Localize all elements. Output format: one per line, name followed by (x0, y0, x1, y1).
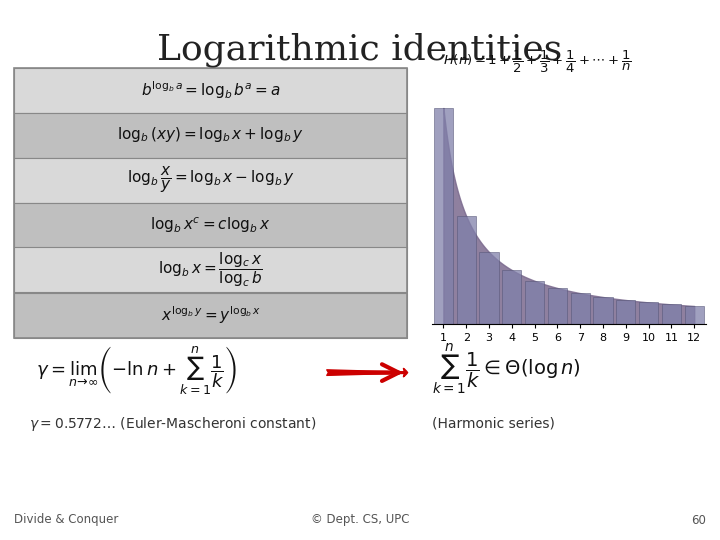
Bar (456, 216, 476, 324)
Text: (Harmonic series): (Harmonic series) (432, 417, 555, 431)
Bar (525, 281, 544, 324)
Text: $b^{\log_b a} = \log_b b^a = a$: $b^{\log_b a} = \log_b b^a = a$ (140, 79, 281, 101)
Bar (616, 300, 636, 324)
Text: $\log_b x = \dfrac{\log_c x}{\log_c b}$: $\log_b x = \dfrac{\log_c x}{\log_c b}$ (158, 251, 263, 289)
Text: Divide & Conquer: Divide & Conquer (14, 514, 119, 526)
Bar (502, 270, 521, 324)
Text: $\sum_{k=1}^{n}\dfrac{1}{k} \in \Theta(\log n)$: $\sum_{k=1}^{n}\dfrac{1}{k} \in \Theta(\… (432, 342, 581, 397)
Text: © Dept. CS, UPC: © Dept. CS, UPC (311, 514, 409, 526)
Bar (662, 305, 681, 324)
Bar (480, 252, 499, 324)
Text: $H(n) = 1 + \dfrac{1}{2} + \dfrac{1}{3} + \dfrac{1}{4} + \cdots + \dfrac{1}{n}$: $H(n) = 1 + \dfrac{1}{2} + \dfrac{1}{3} … (443, 49, 631, 75)
Text: Logarithmic identities: Logarithmic identities (158, 32, 562, 67)
Bar (548, 288, 567, 324)
Text: 60: 60 (690, 514, 706, 526)
Text: $\log_b x^c = c\log_b x$: $\log_b x^c = c\log_b x$ (150, 215, 271, 235)
Bar (433, 108, 453, 324)
Text: $x^{\log_b y} = y^{\log_b x}$: $x^{\log_b y} = y^{\log_b x}$ (161, 304, 261, 326)
Text: $\gamma = 0.5772 \ldots$ (Euler-Mascheroni constant): $\gamma = 0.5772 \ldots$ (Euler-Maschero… (29, 415, 316, 433)
Bar (639, 302, 658, 324)
Bar (570, 293, 590, 324)
Text: $\log_b \dfrac{x}{y} = \log_b x - \log_b y$: $\log_b \dfrac{x}{y} = \log_b x - \log_b… (127, 165, 294, 195)
Text: $\log_b(xy) = \log_b x + \log_b y$: $\log_b(xy) = \log_b x + \log_b y$ (117, 125, 304, 145)
Text: $\gamma = \lim_{n\to\infty}\left(-\ln n + \sum_{k=1}^{n}\dfrac{1}{k}\right)$: $\gamma = \lim_{n\to\infty}\left(-\ln n … (36, 344, 237, 396)
Bar (593, 297, 613, 324)
Bar (685, 306, 704, 324)
